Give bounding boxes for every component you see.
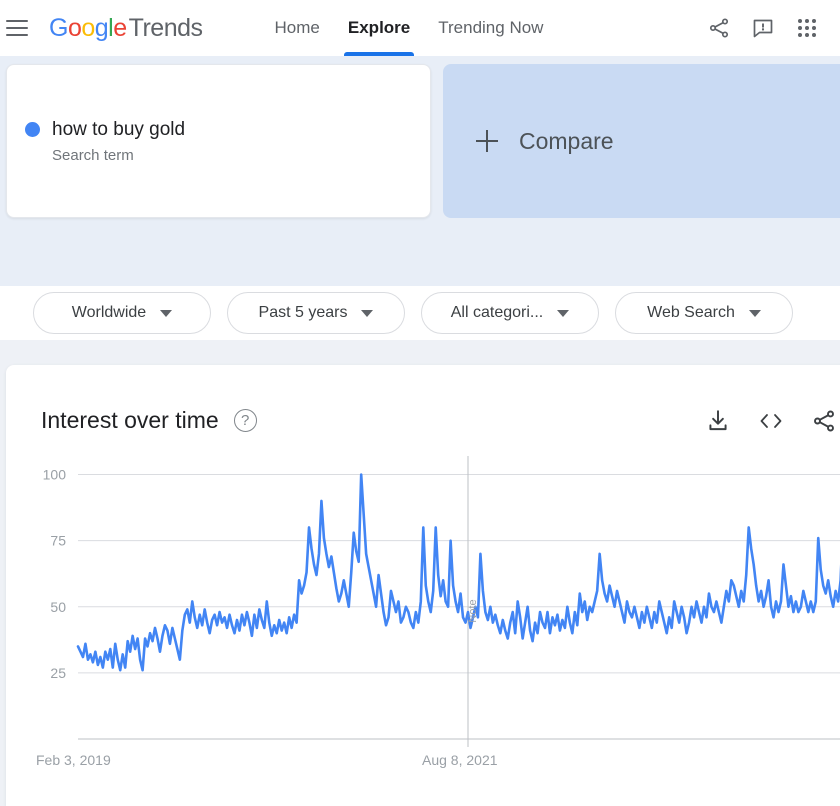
nav-item-home[interactable]: Home (274, 18, 320, 37)
query-band: how to buy gold Search term Compare Worl… (0, 56, 840, 340)
svg-text:Aug 8, 2021: Aug 8, 2021 (422, 752, 498, 768)
share-icon[interactable] (706, 15, 732, 41)
chart-header: Interest over time ? (6, 365, 840, 434)
interest-over-time-chart[interactable]: 25 50 75 100 Feb 3, 2019 Aug 8, 2021 Note (6, 434, 840, 804)
location-filter[interactable]: Worldwide (33, 292, 211, 334)
svg-text:50: 50 (50, 599, 66, 615)
header-icon-group (706, 15, 840, 41)
nav-item-explore[interactable]: Explore (334, 0, 424, 56)
search-term-card[interactable]: how to buy gold Search term (6, 64, 431, 218)
series-color-dot (25, 122, 40, 137)
filter-row: Worldwide Past 5 years All categori... W… (0, 286, 840, 340)
chart-action-group (705, 408, 840, 434)
main-nav: Home Explore Trending Now (261, 0, 558, 56)
chevron-down-icon (557, 309, 570, 317)
search-term-label: how to buy gold (52, 118, 186, 140)
svg-text:100: 100 (43, 467, 67, 483)
page-title: Interest over time (41, 407, 219, 433)
category-filter-label: All categori... (450, 304, 544, 321)
feedback-icon[interactable] (750, 15, 776, 41)
svg-text:Note: Note (467, 599, 479, 622)
svg-text:25: 25 (50, 665, 66, 681)
search-term-row: how to buy gold (25, 119, 430, 141)
compare-label: Compare (519, 127, 614, 154)
embed-icon[interactable] (757, 408, 785, 434)
interest-over-time-card: Interest over time ? (6, 365, 840, 806)
plus-icon (476, 130, 498, 152)
query-cards-area: how to buy gold Search term Compare (0, 56, 840, 286)
location-filter-label: Worldwide (71, 304, 147, 321)
search-type-filter[interactable]: Web Search (615, 292, 793, 334)
help-icon[interactable]: ? (233, 409, 257, 432)
time-range-filter[interactable]: Past 5 years (227, 292, 405, 334)
search-type-filter-label: Web Search (647, 304, 735, 321)
chart-plot-area[interactable]: 25 50 75 100 Feb 3, 2019 Aug 8, 2021 Note (6, 434, 840, 804)
chevron-down-icon (361, 309, 374, 317)
chevron-down-icon (748, 309, 761, 317)
category-filter[interactable]: All categori... (421, 292, 599, 334)
chevron-down-icon (160, 309, 173, 317)
apps-grid-icon[interactable] (794, 15, 820, 41)
nav-item-trending-now[interactable]: Trending Now (438, 18, 544, 37)
time-range-filter-label: Past 5 years (258, 304, 348, 321)
hamburger-icon[interactable] (2, 14, 32, 42)
search-term-type: Search term (52, 146, 134, 164)
share-icon[interactable] (811, 408, 837, 434)
svg-text:75: 75 (50, 533, 66, 549)
logo-trends-word: Trends (128, 13, 203, 42)
svg-text:Feb 3, 2019: Feb 3, 2019 (36, 752, 111, 768)
compare-button[interactable]: Compare (443, 64, 840, 218)
download-icon[interactable] (705, 408, 731, 434)
